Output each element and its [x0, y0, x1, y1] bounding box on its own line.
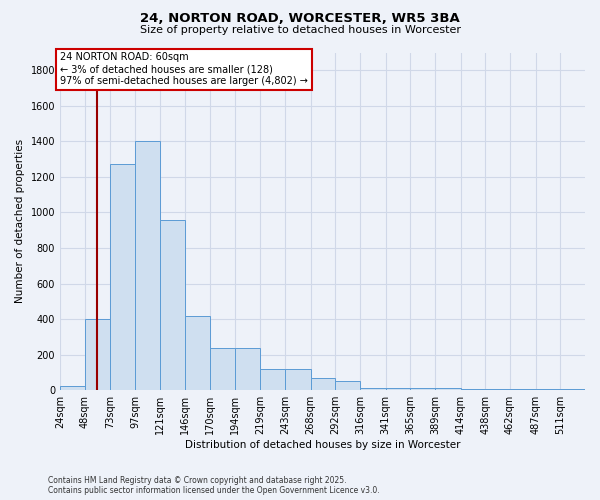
Bar — [360, 388, 386, 390]
Bar — [60, 386, 85, 390]
Bar — [160, 220, 185, 390]
Bar — [110, 164, 135, 390]
Bar — [435, 388, 461, 390]
Bar — [335, 382, 360, 390]
Bar — [485, 389, 510, 390]
Bar — [210, 348, 235, 390]
Y-axis label: Number of detached properties: Number of detached properties — [15, 140, 25, 304]
Bar — [135, 142, 160, 390]
Bar — [285, 369, 311, 390]
Bar — [85, 319, 110, 390]
Bar — [536, 389, 560, 390]
Text: 24 NORTON ROAD: 60sqm
← 3% of detached houses are smaller (128)
97% of semi-deta: 24 NORTON ROAD: 60sqm ← 3% of detached h… — [60, 52, 308, 86]
Bar — [235, 348, 260, 390]
Text: 24, NORTON ROAD, WORCESTER, WR5 3BA: 24, NORTON ROAD, WORCESTER, WR5 3BA — [140, 12, 460, 26]
Bar — [185, 316, 210, 390]
Bar — [386, 388, 410, 390]
Text: Size of property relative to detached houses in Worcester: Size of property relative to detached ho… — [139, 25, 461, 35]
Bar — [461, 389, 485, 390]
Bar — [311, 378, 335, 390]
Bar — [510, 389, 536, 390]
Bar — [260, 369, 285, 390]
Text: Contains HM Land Registry data © Crown copyright and database right 2025.
Contai: Contains HM Land Registry data © Crown c… — [48, 476, 380, 495]
X-axis label: Distribution of detached houses by size in Worcester: Distribution of detached houses by size … — [185, 440, 460, 450]
Bar — [410, 388, 435, 390]
